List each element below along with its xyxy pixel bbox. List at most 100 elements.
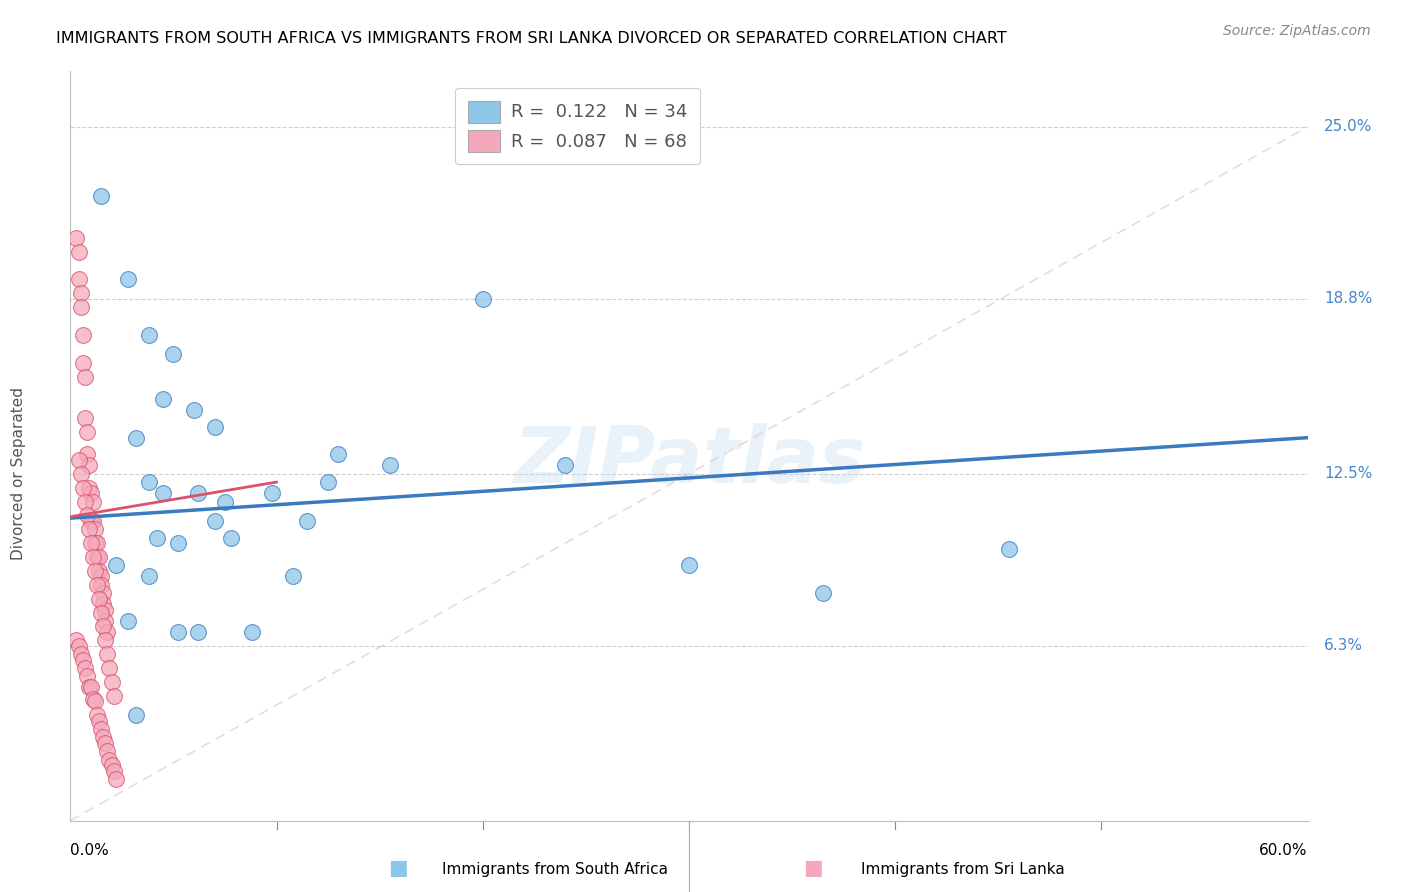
Point (204, 419, 226, 434)
Point (104, 772, 127, 786)
Point (67, 639, 90, 653)
Point (146, 531, 169, 545)
Point (86, 536, 108, 550)
Point (125, 708, 148, 723)
Point (86, 708, 108, 723)
Point (125, 431, 148, 445)
Point (80, 486, 103, 500)
Point (90, 722, 112, 736)
Point (554, 458, 576, 473)
Point (138, 328, 160, 343)
Point (96, 624, 118, 639)
Point (91, 731, 114, 745)
Point (73, 369, 96, 384)
Point (138, 475, 160, 489)
Point (65, 231, 87, 245)
Point (204, 514, 226, 528)
Point (82, 549, 104, 564)
Point (378, 458, 401, 473)
Point (72, 356, 94, 370)
Point (91, 619, 114, 633)
Point (316, 475, 339, 489)
Text: Divorced or Separated: Divorced or Separated (11, 387, 27, 560)
Point (89, 591, 111, 606)
Text: 6.3%: 6.3% (1324, 639, 1362, 653)
Point (94, 736, 117, 750)
Point (219, 531, 242, 545)
Point (104, 558, 127, 573)
Text: 0.0%: 0.0% (70, 843, 110, 858)
Point (76, 508, 98, 523)
Point (91, 586, 114, 600)
Text: 12.5%: 12.5% (1324, 467, 1372, 482)
Point (187, 486, 209, 500)
Point (86, 549, 108, 564)
Text: 25.0%: 25.0% (1324, 120, 1372, 135)
Point (94, 633, 117, 648)
Point (90, 578, 112, 592)
Legend: R =  0.122   N = 34, R =  0.087   N = 68: R = 0.122 N = 34, R = 0.087 N = 68 (456, 88, 700, 164)
Point (76, 669, 98, 683)
Point (90, 606, 112, 620)
Point (187, 624, 209, 639)
Point (84, 564, 107, 578)
Point (100, 758, 122, 772)
Point (77, 458, 100, 473)
Point (96, 647, 118, 661)
Point (89, 549, 111, 564)
Point (117, 614, 139, 628)
Point (166, 536, 188, 550)
Point (73, 494, 96, 508)
Point (73, 411, 96, 425)
Point (89, 714, 111, 728)
Point (152, 392, 174, 406)
Point (69, 286, 91, 301)
Point (67, 453, 90, 467)
Point (281, 569, 304, 583)
Point (183, 403, 205, 417)
Text: Immigrants from South Africa: Immigrants from South Africa (443, 863, 668, 877)
Point (997, 541, 1019, 556)
Text: 60.0%: 60.0% (1260, 843, 1308, 858)
Point (69, 300, 91, 314)
Point (69, 467, 91, 481)
Point (90, 569, 112, 583)
Point (138, 569, 160, 583)
Point (100, 674, 122, 689)
Point (678, 558, 700, 573)
Point (77, 681, 100, 695)
Point (103, 689, 125, 703)
Point (117, 272, 139, 286)
Point (76, 447, 98, 461)
Point (82, 691, 104, 706)
Point (98, 661, 121, 675)
Text: ZIPatlas: ZIPatlas (513, 423, 865, 499)
Text: Source: ZipAtlas.com: Source: ZipAtlas.com (1223, 24, 1371, 38)
Point (80, 514, 103, 528)
Point (471, 292, 494, 306)
Point (214, 494, 236, 508)
Point (84, 536, 107, 550)
Point (84, 694, 107, 708)
Point (94, 614, 117, 628)
Point (811, 586, 834, 600)
Point (84, 522, 107, 536)
Point (162, 347, 184, 361)
Point (72, 328, 94, 343)
Point (240, 624, 263, 639)
Point (328, 447, 350, 461)
Point (67, 272, 90, 286)
Point (166, 624, 188, 639)
Text: IMMIGRANTS FROM SOUTH AFRICA VS IMMIGRANTS FROM SRI LANKA DIVORCED OR SEPARATED : IMMIGRANTS FROM SOUTH AFRICA VS IMMIGRAN… (56, 31, 1007, 46)
Point (103, 764, 125, 778)
Text: ■: ■ (388, 858, 408, 878)
Point (72, 653, 94, 667)
Point (90, 189, 112, 203)
Point (80, 681, 103, 695)
Point (82, 514, 104, 528)
Point (94, 603, 117, 617)
Point (152, 486, 174, 500)
Point (73, 661, 96, 675)
Point (98, 753, 121, 767)
Point (65, 633, 87, 648)
